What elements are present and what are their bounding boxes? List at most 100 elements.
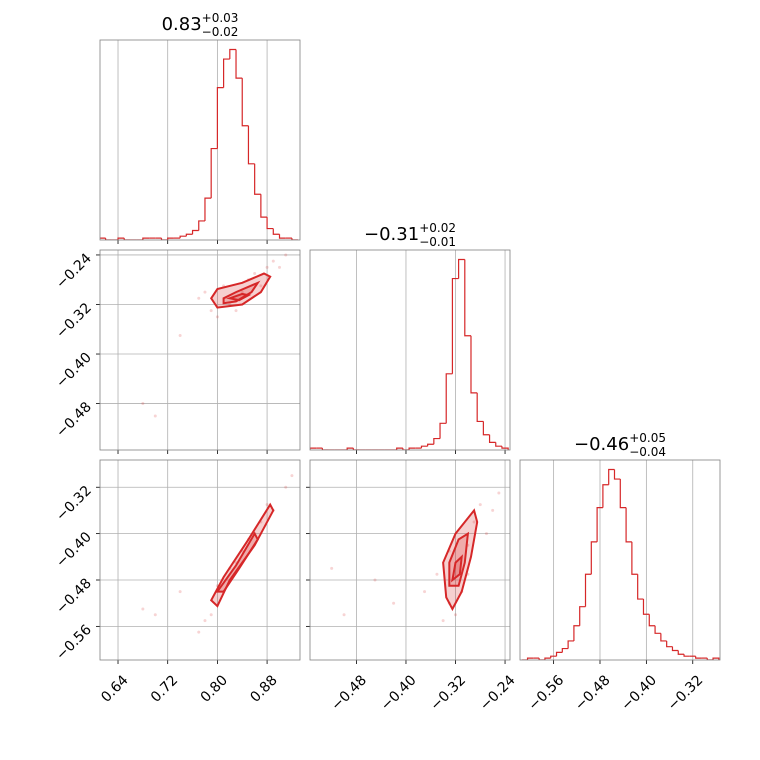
histogram-bin	[671, 646, 679, 652]
histogram-bin	[561, 647, 569, 653]
histogram-bin	[584, 573, 592, 607]
histogram-bin	[526, 657, 534, 660]
density-contour	[215, 531, 259, 593]
sample-point	[203, 290, 207, 294]
histogram-bin	[555, 651, 563, 657]
histogram-bin	[439, 422, 447, 439]
histogram-bin	[291, 238, 299, 240]
histogram-bin	[648, 614, 656, 627]
sample-point	[472, 520, 476, 524]
histogram-bin	[272, 228, 280, 235]
histogram-bin	[642, 599, 650, 615]
panel: −0.31 +0.02−0.01	[309, 221, 511, 454]
histogram-bin	[544, 657, 551, 660]
title-upper-error: +0.05	[629, 431, 666, 445]
sample-point	[435, 572, 439, 576]
sample-point	[265, 503, 269, 507]
y-tick-label: −0.32	[53, 300, 95, 342]
sample-point	[153, 613, 157, 617]
histogram-bin	[488, 434, 496, 443]
x-tick-label: −0.56	[526, 672, 568, 714]
sample-point	[454, 613, 458, 617]
x-tick-label: −0.32	[665, 672, 707, 714]
sample-point	[484, 532, 488, 536]
sample-point	[278, 265, 282, 269]
y-tick-label: −0.48	[53, 399, 95, 441]
histogram-bin	[420, 445, 428, 449]
histogram-bin	[538, 658, 545, 660]
histogram-bin	[321, 448, 329, 450]
histogram-bin	[451, 277, 459, 374]
sample-point	[153, 414, 157, 418]
title-lower-error: −0.04	[629, 445, 666, 459]
x-tick-label: 0.80	[198, 672, 231, 705]
sample-point	[197, 630, 201, 634]
sample-point	[342, 613, 346, 617]
sample-point	[271, 259, 275, 263]
sample-point	[265, 265, 269, 269]
sample-point	[259, 284, 263, 288]
sample-point	[240, 290, 244, 294]
histogram-bin	[167, 237, 174, 240]
histogram-bin	[241, 78, 249, 127]
histogram-bin	[123, 238, 131, 240]
histogram-bin	[677, 650, 685, 655]
sample-point	[423, 590, 427, 594]
panel: 0.83 +0.03−0.02	[99, 11, 301, 244]
histogram-bin	[254, 163, 261, 195]
panel-title: 0.83	[162, 14, 202, 35]
histogram-bin	[619, 479, 627, 509]
sample-point	[234, 309, 238, 313]
y-tick-label: −0.48	[53, 576, 95, 618]
sample-point	[478, 503, 482, 507]
histogram-bin	[191, 229, 199, 235]
x-tick-label: −0.40	[378, 672, 420, 714]
histogram-bin	[476, 392, 484, 423]
sample-point	[209, 309, 213, 313]
histogram-bin	[427, 443, 434, 447]
histogram-bin	[654, 625, 661, 634]
sample-point	[392, 601, 396, 605]
panel-frame	[309, 249, 511, 451]
histogram-bin	[216, 87, 224, 149]
panel-frame	[99, 459, 301, 661]
sample-point	[209, 613, 213, 617]
sample-point	[373, 578, 377, 582]
panel: −0.48 −0.40 −0.32 −0.24	[53, 249, 301, 454]
histogram-bin	[100, 237, 106, 239]
histogram-bin	[712, 657, 720, 660]
panel-title: −0.46	[574, 434, 629, 455]
density-contour	[450, 554, 463, 583]
histogram-bin	[706, 658, 714, 660]
histogram-bin	[235, 49, 243, 79]
histogram-bin	[590, 541, 598, 575]
density-contour	[226, 292, 252, 302]
x-tick-label: 0.72	[148, 672, 181, 705]
plot-area	[310, 258, 509, 450]
x-tick-label: 0.64	[98, 672, 131, 705]
histogram-bin	[204, 197, 212, 221]
sample-point	[330, 566, 334, 570]
sample-point	[203, 619, 207, 623]
x-tick-label: 0.88	[247, 672, 280, 705]
histogram-bin	[346, 447, 354, 450]
panel-frame	[99, 249, 301, 451]
panel: 0.64 0.72 0.80 0.88 −0.56−0.48 −0.40−0.32	[53, 459, 301, 706]
panel-frame	[99, 39, 301, 241]
y-tick-label: −0.24	[53, 250, 95, 292]
histogram-bin	[482, 421, 490, 436]
sample-point	[284, 253, 288, 257]
histogram-bin	[433, 437, 441, 445]
x-tick-label: −0.48	[328, 672, 370, 714]
histogram-bin	[198, 220, 205, 231]
histogram-bin	[142, 237, 150, 240]
y-tick-label: −0.32	[53, 483, 95, 525]
histogram-bin	[631, 541, 638, 575]
histogram-bin	[408, 447, 416, 450]
histogram-bin	[567, 640, 574, 649]
x-tick-label: −0.24	[477, 672, 519, 714]
histogram-bin	[223, 58, 230, 88]
histogram-bin	[637, 574, 644, 600]
histogram-bin	[278, 234, 286, 239]
